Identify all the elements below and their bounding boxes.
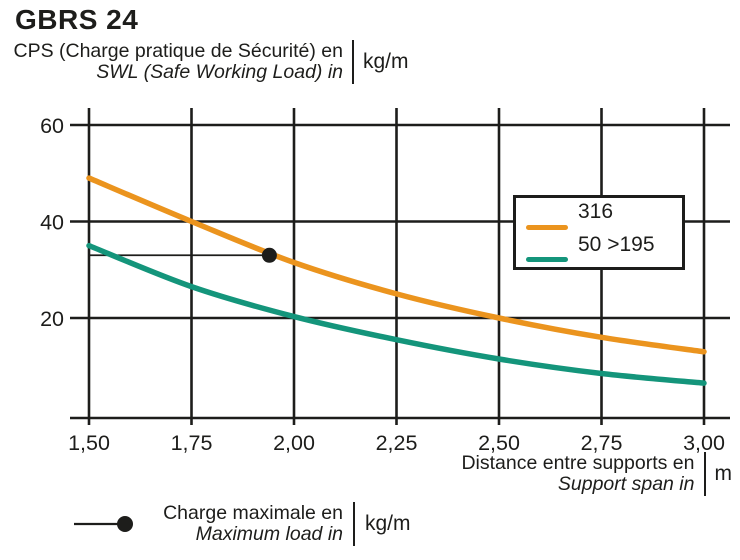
legend-label-316: 316 [578,200,614,223]
legend-item-316: 316 [516,199,682,232]
legend-label-50-195: 50 >195 [578,232,655,256]
y-axis-unit: kg/m [363,50,409,73]
legend-swatch-50-195-line-icon [526,257,568,262]
x-axis-label: Distance entre supports en Support span … [240,452,732,496]
max-load-unit: kg/m [365,512,411,535]
max-load-note-en: Maximum load in [195,523,343,545]
svg-text:20: 20 [40,307,64,331]
x-axis-label-text: Distance entre supports en Support span … [240,451,695,496]
max-load-marker-icon [74,516,133,532]
chart-legend: 316 50 >195 [513,195,685,270]
x-axis-label-en: Support span in [557,473,695,495]
svg-text:60: 60 [40,114,64,138]
page-title: GBRS 24 [15,4,139,35]
svg-text:2,50: 2,50 [478,431,520,455]
svg-text:2,75: 2,75 [581,431,623,455]
legend-item-50-195: 50 >195 [516,232,682,265]
x-axis-label-fr: Distance entre supports en [461,451,695,474]
y-axis-label: CPS (Charge pratique de Sécurité) en SWL… [8,40,409,84]
svg-text:2,00: 2,00 [273,431,315,455]
max-load-unit-divider [353,502,355,546]
legend-swatch-316-line-icon [526,224,568,230]
y-axis-label-text: CPS (Charge pratique de Sécurité) en SWL… [8,39,343,84]
svg-text:2,25: 2,25 [376,431,418,455]
svg-text:40: 40 [40,211,64,235]
max-load-note-fr: Charge maximale en [163,501,343,524]
svg-text:3,00: 3,00 [683,431,725,455]
x-axis-unit-divider [703,452,706,496]
y-axis-label-fr: CPS (Charge pratique de Sécurité) en [13,39,343,62]
svg-text:1,50: 1,50 [68,431,110,455]
x-axis-unit: m [714,462,733,485]
max-load-note-text: Charge maximale en Maximum load in [147,501,343,546]
svg-text:1,75: 1,75 [171,431,213,455]
max-load-note: Charge maximale en Maximum load in kg/m [73,502,411,546]
y-axis-unit-divider [352,40,354,84]
y-axis-label-en: SWL (Safe Working Load) in [96,61,343,83]
